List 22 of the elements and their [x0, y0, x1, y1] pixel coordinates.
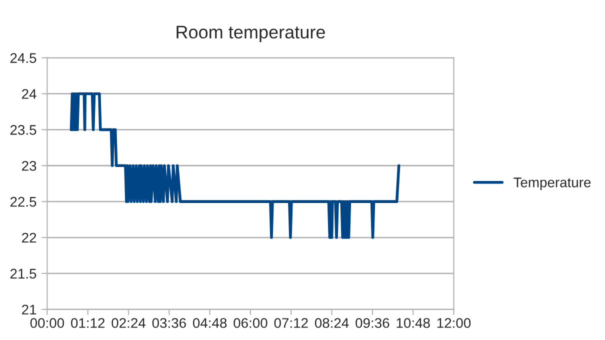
chart-title: Room temperature: [176, 26, 325, 42]
legend-label: Temperature: [514, 178, 591, 190]
x-tick-label: 04:48: [192, 318, 227, 328]
x-tick-label: 03:36: [152, 318, 186, 328]
x-tick-label: 00:00: [30, 318, 64, 328]
y-tick-label: 21: [22, 304, 36, 314]
y-tick-label: 22: [22, 232, 36, 243]
x-tick-label: 10:48: [396, 318, 430, 328]
y-tick-label: 23: [22, 160, 36, 171]
x-tick-label: 06:00: [234, 318, 268, 328]
line-series: [70, 92, 400, 239]
x-tick-label: 01:12: [71, 318, 105, 328]
y-tick-label: 23.5: [10, 125, 36, 135]
x-tick-label: 08:24: [314, 318, 349, 328]
x-tick-label: 12:00: [437, 318, 471, 328]
y-tick-label: 24.5: [10, 53, 36, 63]
x-tick-label: 07:12: [274, 318, 308, 328]
x-tick-label: 09:36: [356, 318, 390, 328]
y-tick-label: 21.5: [10, 268, 36, 279]
x-tick-label: 02:24: [112, 318, 146, 328]
y-tick-label: 22.5: [10, 196, 36, 207]
y-tick-label: 24: [22, 89, 36, 99]
